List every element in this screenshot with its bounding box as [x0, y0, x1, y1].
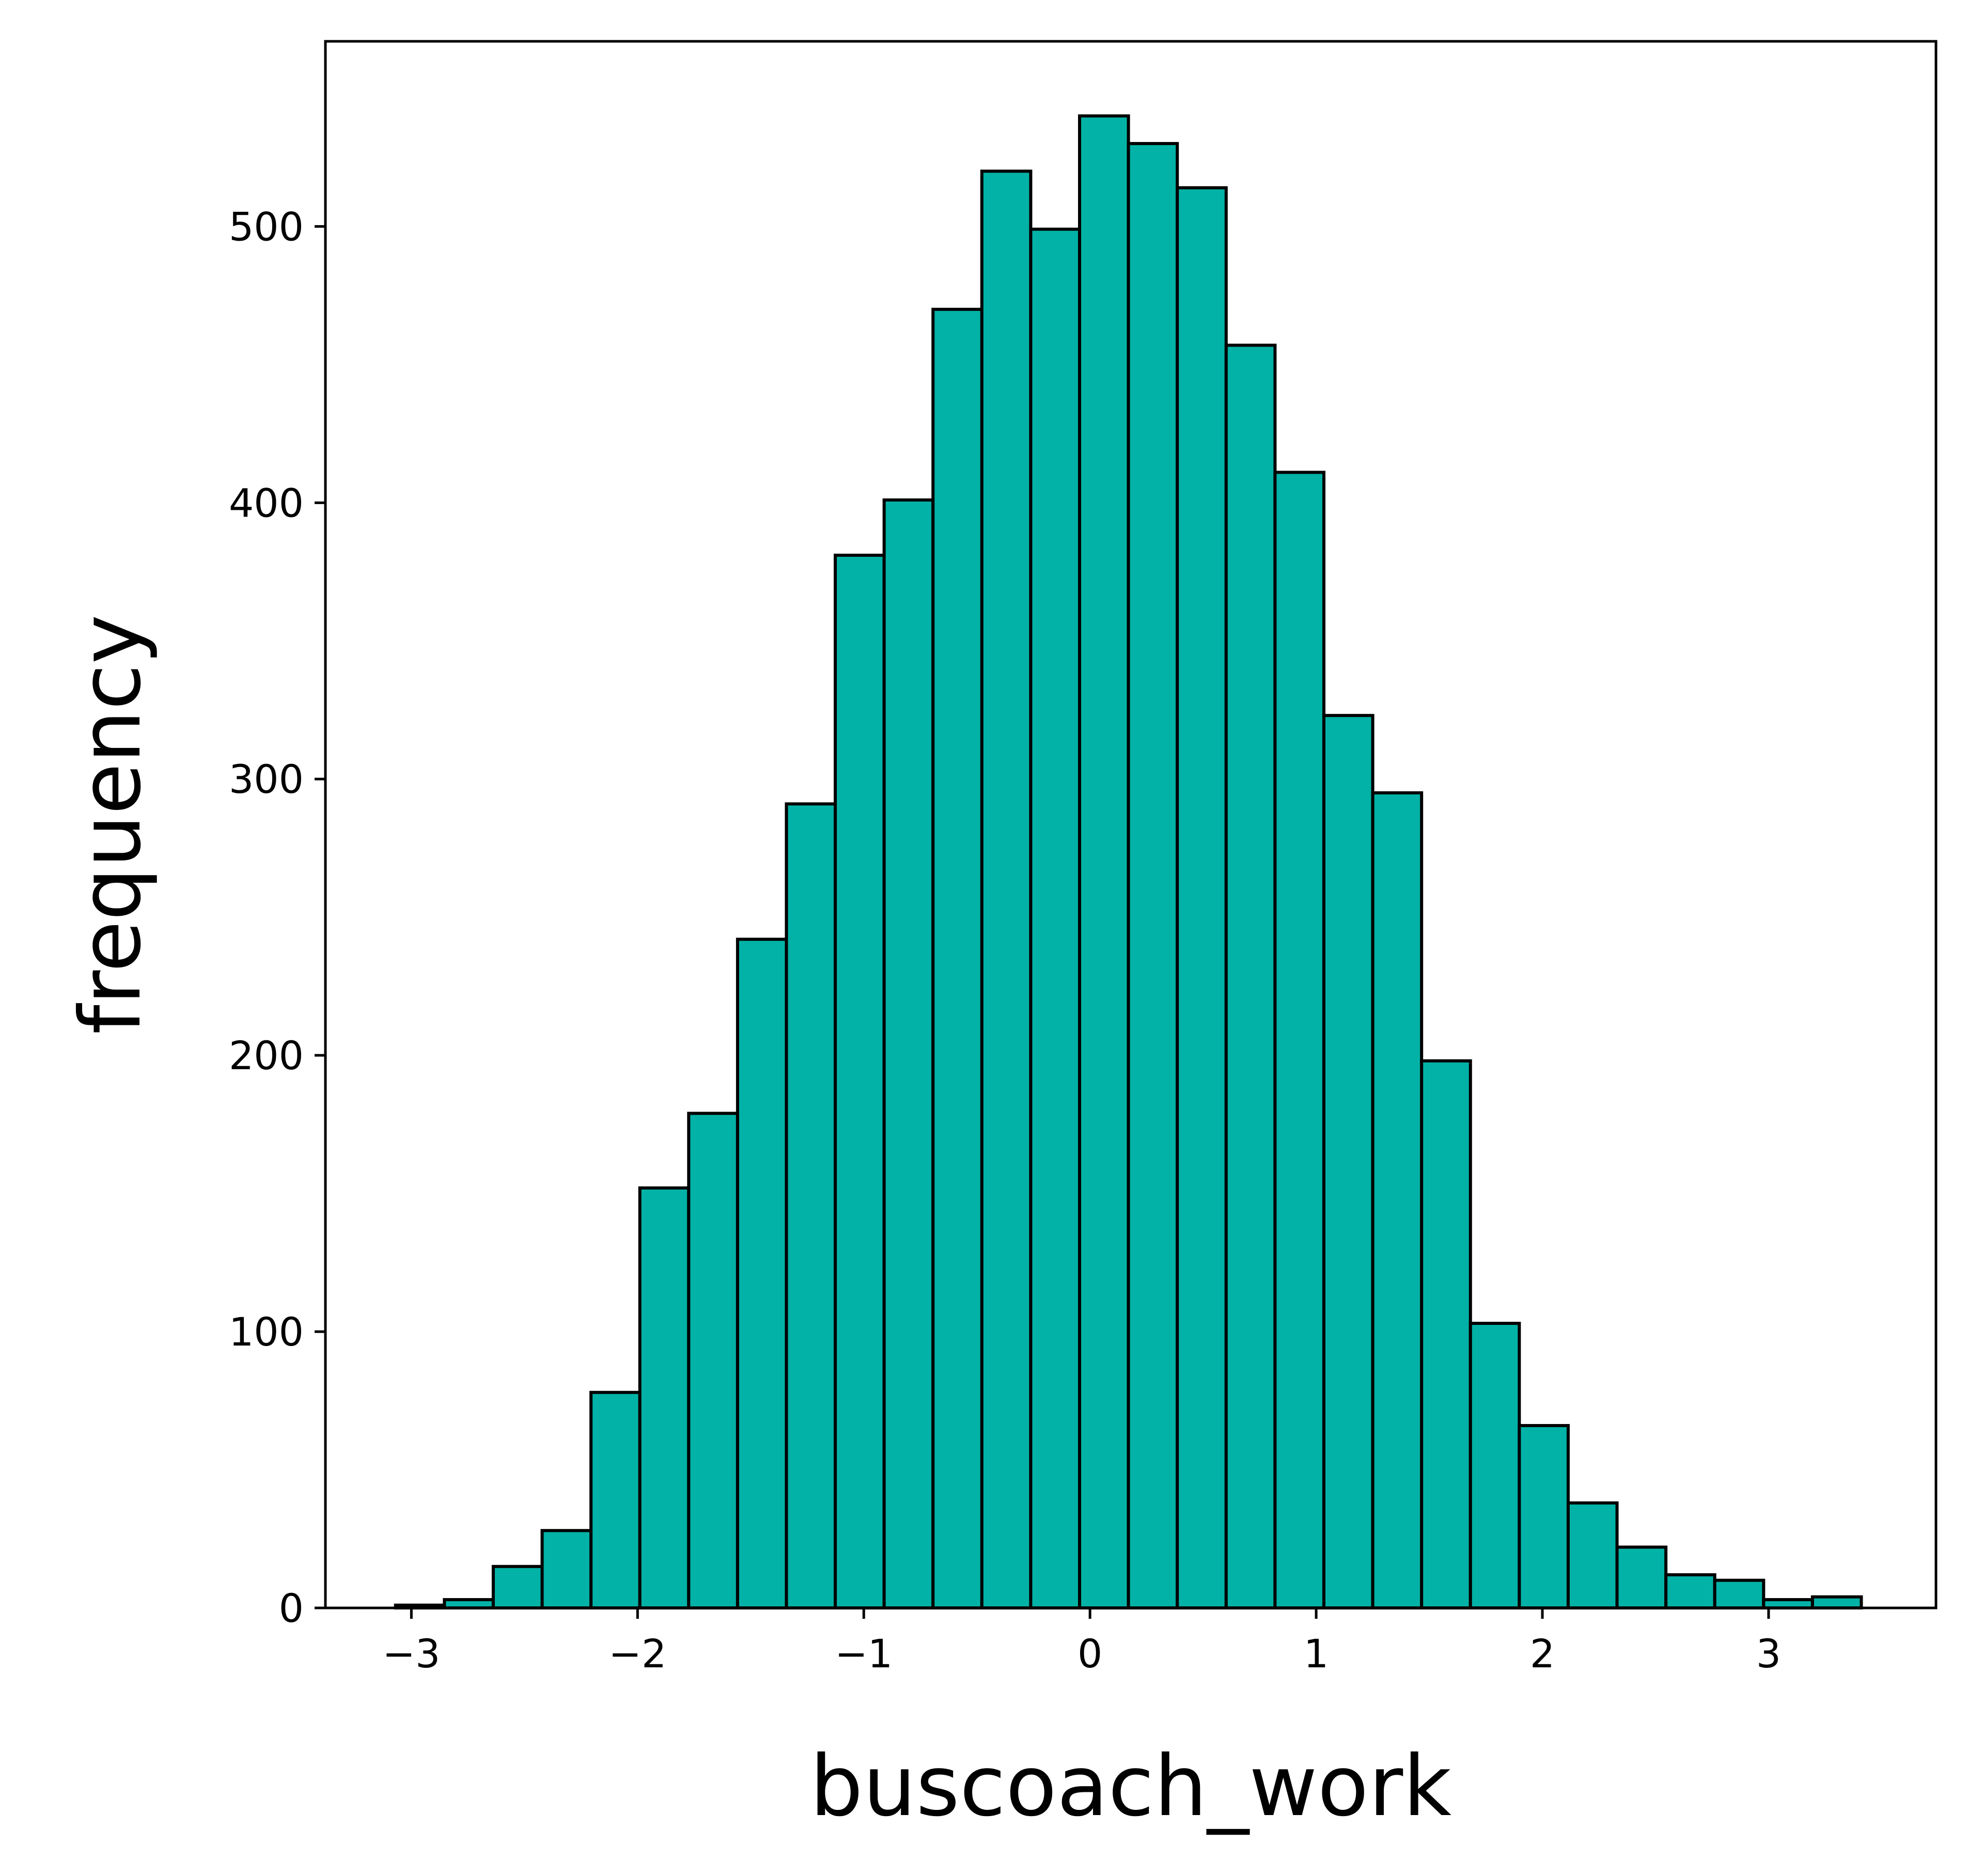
y-tick-label: 100 [229, 1309, 304, 1355]
histogram-bar [1615, 1545, 1668, 1609]
y-tick-label: 500 [229, 204, 304, 249]
histogram-bars [394, 114, 1863, 1610]
histogram-bar [1664, 1573, 1716, 1610]
histogram-bar [491, 1565, 544, 1610]
histogram-bar [1518, 1424, 1570, 1609]
histogram-bar [1224, 343, 1277, 1610]
histogram-bar [931, 307, 983, 1609]
histogram-bar [1273, 471, 1325, 1610]
histogram-bar [1566, 1501, 1619, 1610]
x-tick-label: 0 [1077, 1631, 1102, 1677]
histogram-bar [785, 802, 837, 1609]
x-tick-label: 1 [1304, 1631, 1329, 1677]
x-axis-title: buscoach_work [810, 1738, 1451, 1835]
histogram-bar [834, 553, 886, 1609]
histogram-bar [1078, 114, 1130, 1610]
y-tick-label: 400 [229, 480, 304, 526]
y-axis-title: frequency [63, 615, 160, 1035]
y-tick-label: 0 [279, 1585, 304, 1631]
histogram-bar [1176, 186, 1228, 1609]
y-axis: 0 100 200 300 400 500 [229, 204, 325, 1631]
histogram-bar [1420, 1059, 1472, 1609]
y-tick-label: 200 [229, 1033, 304, 1078]
x-axis: −3 −2 −1 0 1 2 3 [382, 1608, 1781, 1677]
histogram-bar [540, 1529, 593, 1609]
histogram-bar [1322, 714, 1375, 1609]
x-tick-label: 3 [1756, 1631, 1781, 1677]
histogram-bar [589, 1390, 642, 1610]
x-tick-label: −1 [835, 1631, 893, 1677]
histogram-bar [736, 937, 788, 1609]
histogram-bar [1371, 791, 1424, 1609]
histogram-bar [1713, 1578, 1766, 1610]
histogram-bar [1029, 227, 1082, 1609]
histogram-bar [638, 1186, 691, 1609]
histogram-bar [687, 1112, 739, 1609]
y-tick-label: 300 [229, 756, 304, 802]
histogram-bar [1810, 1595, 1863, 1610]
histogram-bar [1469, 1322, 1521, 1609]
histogram-bar [882, 498, 935, 1609]
plot-frame [324, 40, 1938, 1609]
x-tick-label: −2 [608, 1631, 666, 1677]
x-tick-label: −3 [382, 1631, 440, 1677]
histogram-bar [980, 169, 1033, 1610]
histogram-bar [1127, 142, 1179, 1609]
x-tick-label: 2 [1530, 1631, 1555, 1677]
